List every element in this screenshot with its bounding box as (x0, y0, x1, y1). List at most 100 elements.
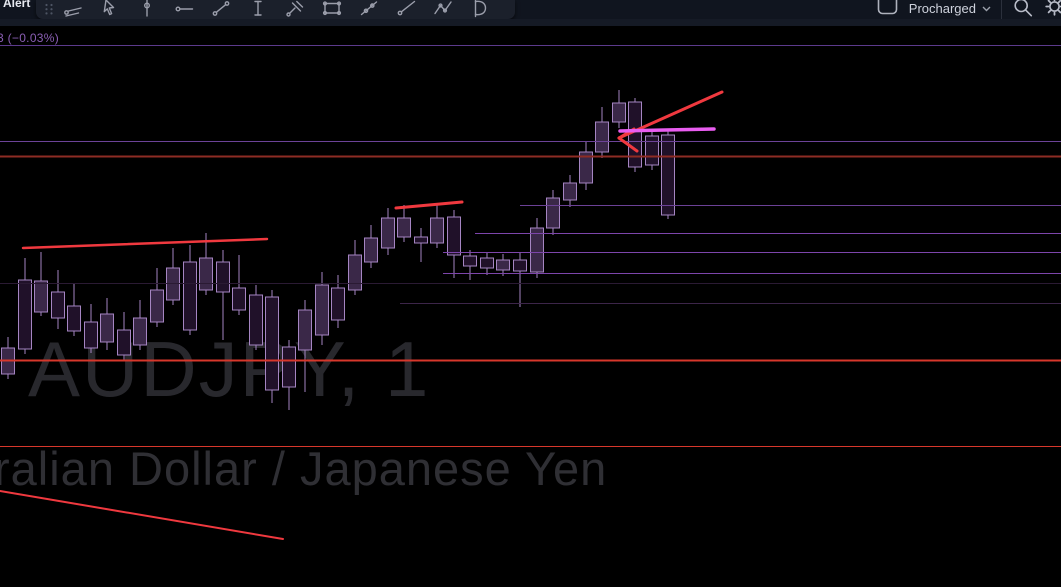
tool-polyline-button[interactable] (432, 0, 454, 19)
candle (249, 285, 263, 350)
candle-body (661, 134, 675, 216)
trendline-drawing[interactable] (0, 490, 284, 540)
candle (463, 250, 477, 280)
candles-layer (1, 90, 675, 410)
candle-body (563, 182, 577, 201)
candle-body (579, 151, 593, 184)
candle-body (265, 296, 279, 391)
alert-button[interactable]: Alert (3, 0, 31, 10)
candle (282, 340, 296, 410)
candle-body (315, 284, 329, 336)
candle-body (645, 135, 659, 166)
candle-body (530, 227, 544, 273)
candle (199, 233, 213, 295)
account-menu[interactable]: Procharged (909, 1, 991, 16)
candle (595, 107, 609, 158)
candle (661, 130, 675, 219)
tool-cursor-button[interactable] (99, 0, 121, 19)
candle (563, 175, 577, 207)
account-label: Procharged (908, 1, 976, 16)
candle-body (183, 261, 197, 331)
candle-body (67, 305, 81, 332)
candle-body (249, 294, 263, 346)
candle-body (100, 313, 114, 343)
candle-body (447, 216, 461, 256)
candle-body (34, 280, 48, 313)
candle (117, 312, 131, 360)
parallel-channel-icon (64, 7, 82, 17)
watermark-instrument-name: ralian Dollar / Japanese Yen (0, 442, 608, 495)
candle (67, 284, 81, 336)
candle (315, 272, 329, 345)
candle (133, 300, 147, 350)
candle (331, 275, 345, 328)
tool-text-button[interactable] (247, 0, 269, 19)
candle-body (463, 255, 477, 267)
candle (430, 203, 444, 248)
candle (34, 252, 48, 316)
candle-body (612, 102, 626, 123)
candle (579, 142, 593, 190)
toolbar-underlay (0, 19, 1061, 26)
trend-line-icon (212, 1, 230, 16)
candle-body (397, 217, 411, 238)
drag-handle-icon[interactable] (44, 3, 54, 19)
drawing-toolbar (36, 0, 515, 19)
candle (447, 210, 461, 278)
candle (414, 228, 428, 262)
candle (150, 268, 164, 327)
tool-rectangle-button[interactable] (321, 0, 343, 19)
toolbar-divider (1001, 0, 1002, 19)
tool-trend-line-button[interactable] (210, 0, 232, 19)
candle-body (480, 257, 494, 269)
trendline-drawing[interactable] (394, 200, 464, 210)
candle (381, 208, 395, 255)
settings-button[interactable] (1044, 0, 1061, 19)
checkbox-icon[interactable] (877, 0, 899, 19)
brush-icon (474, 0, 487, 18)
ray-icon (397, 0, 416, 16)
candle-body (595, 121, 609, 153)
tool-parallel-channel-button[interactable] (62, 0, 84, 19)
candle (546, 190, 560, 235)
tool-horizontal-ray-button[interactable] (173, 0, 195, 19)
candle-body (282, 346, 296, 388)
gear-icon (1045, 0, 1061, 16)
candle (480, 252, 494, 275)
toolbar-right-cluster: Procharged (877, 0, 1061, 19)
pin-icon (143, 0, 150, 17)
candle (397, 205, 411, 242)
candle (628, 98, 642, 172)
polyline-icon (434, 1, 452, 15)
candle (645, 130, 659, 170)
candle-body (546, 197, 560, 229)
candle-body (513, 259, 527, 272)
candle (348, 240, 362, 295)
candle (530, 218, 544, 278)
tool-pitchfork-button[interactable] (284, 0, 306, 19)
candle-body (150, 289, 164, 323)
candle-body (364, 237, 378, 263)
arrow-barb (617, 136, 639, 153)
tool-pin-button[interactable] (136, 0, 158, 19)
candle-body (133, 317, 147, 346)
tool-extended-line-button[interactable] (358, 0, 380, 19)
candle-body (430, 217, 444, 244)
tool-brush-button[interactable] (469, 0, 491, 19)
candle-body (18, 279, 32, 350)
text-icon (254, 0, 262, 16)
trendline-drawing[interactable] (21, 237, 269, 250)
magenta-flat-line-drawing[interactable] (618, 127, 716, 133)
candle-body (84, 321, 98, 349)
top-toolbar: Alert Procharged (0, 0, 1061, 19)
candle-body (348, 254, 362, 291)
search-button[interactable] (1012, 0, 1034, 19)
candle (100, 298, 114, 350)
candle (265, 290, 279, 403)
horizontal-ray-icon (175, 6, 194, 12)
candle-body (331, 287, 345, 321)
candle (216, 250, 230, 340)
chevron-down-icon (982, 6, 991, 11)
tool-ray-button[interactable] (395, 0, 417, 19)
